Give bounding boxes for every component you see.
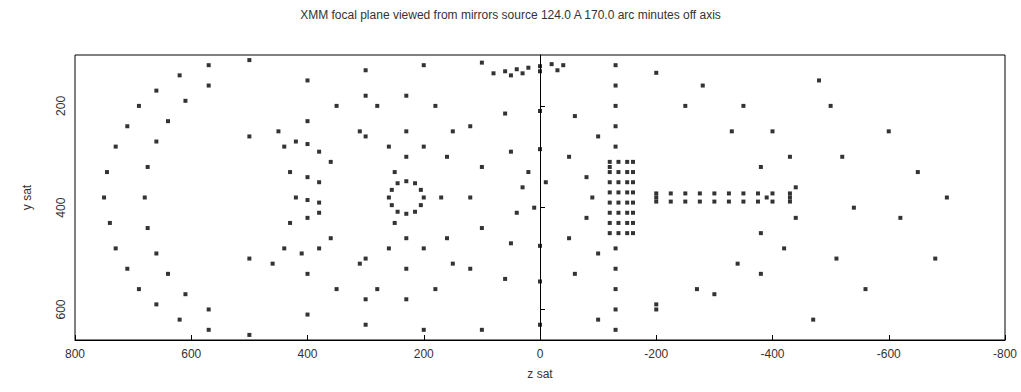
svg-text:200: 200 — [54, 96, 68, 116]
svg-text:y sat: y sat — [20, 184, 34, 210]
svg-text:-200: -200 — [644, 347, 668, 361]
svg-text:600: 600 — [181, 347, 201, 361]
svg-text:200: 200 — [414, 347, 434, 361]
svg-text:800: 800 — [65, 347, 85, 361]
svg-text:XMM focal plane viewed from mi: XMM focal plane viewed from mirrors sour… — [300, 8, 721, 22]
svg-text:z sat: z sat — [527, 367, 553, 381]
svg-text:400: 400 — [297, 347, 317, 361]
svg-text:600: 600 — [54, 299, 68, 319]
svg-text:400: 400 — [54, 197, 68, 217]
svg-text:0: 0 — [537, 347, 544, 361]
svg-text:-400: -400 — [760, 347, 784, 361]
svg-text:-600: -600 — [877, 347, 901, 361]
svg-text:-800: -800 — [993, 347, 1017, 361]
